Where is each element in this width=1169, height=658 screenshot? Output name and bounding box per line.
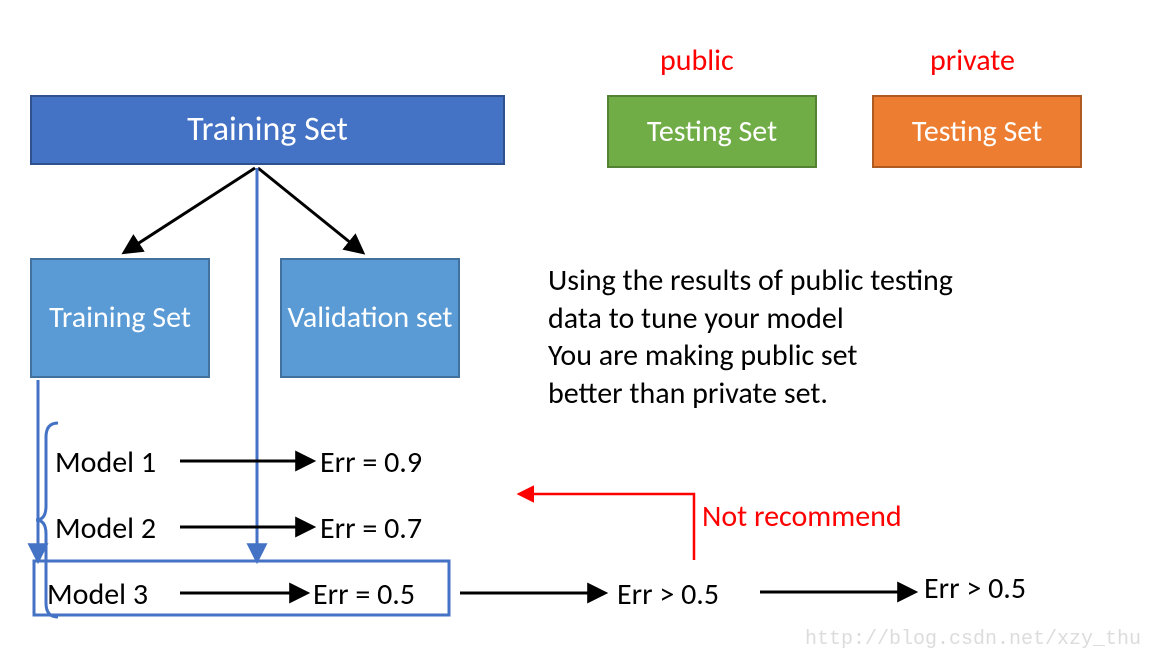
err-gt-b-label: Err > 0.5 (924, 570, 1026, 608)
err-gt-a-label: Err > 0.5 (617, 576, 719, 614)
not-recommend-label: Not recommend (702, 498, 902, 536)
testing-set-public-label: Testing Set (647, 114, 777, 150)
testing-set-private: Testing Set (872, 95, 1082, 168)
testing-set-public: Testing Set (607, 95, 817, 168)
private-label: private (930, 42, 1015, 80)
model3-label: Model 3 (47, 576, 148, 614)
training-set-child-label: Training Set (49, 300, 191, 336)
validation-set-label: Validation set (288, 300, 453, 336)
training-set-top-label: Training Set (187, 110, 348, 151)
training-set-top: Training Set (30, 95, 505, 165)
watermark: http://blog.csdn.net/xzy_thu (805, 628, 1141, 651)
model2-label: Model 2 (55, 510, 156, 548)
training-set-child: Training Set (30, 258, 210, 378)
err3-label: Err = 0.5 (313, 576, 415, 614)
model1-label: Model 1 (55, 444, 156, 482)
explanation-text: Using the results of public testing data… (548, 262, 953, 412)
validation-set: Validation set (280, 258, 460, 378)
testing-set-private-label: Testing Set (912, 114, 1042, 150)
err2-label: Err = 0.7 (320, 510, 422, 548)
err1-label: Err = 0.9 (320, 444, 422, 482)
public-label: public (660, 42, 734, 80)
